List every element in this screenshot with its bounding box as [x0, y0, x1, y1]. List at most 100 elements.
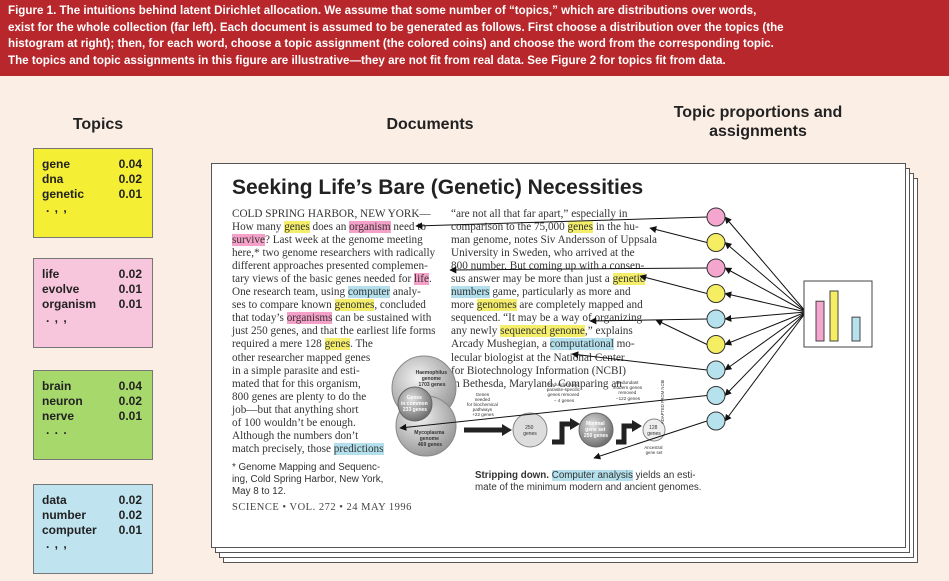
topic-ellipsis: . , ,	[46, 537, 68, 551]
histogram-to-coin-arrow	[724, 216, 807, 313]
histogram-bar-blue	[851, 316, 861, 342]
text-run: game, particularly as more and	[489, 286, 631, 299]
g128-label-1: genes	[647, 431, 661, 437]
redundant2-label-3: −122 genes	[616, 396, 641, 401]
text-run: does an	[309, 221, 350, 234]
topic-assignment-coin	[706, 258, 726, 278]
histogram-to-coin-arrow	[724, 311, 807, 346]
highlighted-word: genomes	[476, 299, 517, 312]
text-run: COLD SPRING HARBOR, NEW YORK—	[232, 208, 431, 220]
topic-word-probability: 0.01	[118, 282, 142, 296]
needed-label-3: pathways	[473, 407, 493, 412]
histogram-to-coin-arrow	[724, 311, 807, 322]
text-run: in the hu-	[593, 221, 639, 234]
highlighted-word: numbers	[451, 286, 490, 299]
ancestral-label-0: Ancestral	[644, 445, 662, 450]
coin-to-word-arrow	[399, 395, 708, 431]
step-arrow-2	[616, 423, 634, 445]
topic-word-probability: 0.02	[118, 493, 142, 507]
topic-word: life	[42, 267, 60, 281]
document-right-column: “are not all that far apart,” especially…	[451, 208, 657, 391]
document-line: that today’s organisms can be sustained …	[232, 312, 436, 325]
highlighted-word: genes	[324, 338, 351, 351]
redundant2-label-0: Redundant	[616, 380, 639, 385]
text-run: match precisely, those	[232, 442, 334, 455]
text-run: Although the numbers don’t	[232, 429, 359, 442]
topic-word: neuron	[42, 394, 83, 408]
document-line: mated that for this organism,	[232, 378, 436, 391]
document-line: 800 genes are plenty to do the	[232, 391, 436, 404]
sphere-250	[512, 412, 548, 448]
topic-word: computer	[42, 523, 97, 537]
text-run: in Bethesda, Maryland. Comparing an	[451, 377, 622, 390]
histogram-to-coin-arrow	[724, 311, 807, 422]
highlighted-word: genetic	[612, 273, 645, 286]
step-arrowhead-1	[570, 418, 580, 430]
redundant-label-1: parasite-specific	[547, 387, 581, 392]
highlighted-word: survive	[232, 234, 265, 247]
minimal-label-2: 250 genes	[584, 433, 608, 439]
haemophilus-label-0: Haemophilus	[416, 370, 448, 376]
document-line: Although the numbers don’t	[232, 430, 436, 443]
histogram-to-coin-arrow	[724, 291, 807, 313]
text-run: ? Last week at the genome meeting	[264, 234, 423, 247]
coin-to-word-arrow	[649, 226, 708, 243]
text-run: lecular biologist at the National Center	[451, 351, 625, 364]
text-run: any newly	[451, 325, 501, 338]
footnote-line: May 8 to 12.	[232, 485, 286, 497]
document-line: job—but that anything short	[232, 404, 436, 417]
topic-word: organism	[42, 297, 97, 311]
topic-assignment-coin	[706, 335, 726, 354]
histogram-to-coin-arrow	[724, 311, 807, 371]
document-line: “are not all that far apart,” especially…	[451, 208, 657, 221]
svg-text:Minimal gene set 2: Minimal gene set 250 genes	[584, 421, 608, 439]
text-run: “are not all that far apart,” especially…	[451, 208, 628, 220]
text-run: more	[451, 299, 477, 312]
figure-caption-rest: yields an esti-	[632, 470, 696, 481]
document-line: ses to compare known genomes, concluded	[232, 299, 436, 312]
coin-to-word-arrow	[571, 351, 708, 371]
document-line: in a simple parasite and esti-	[232, 365, 436, 378]
mycoplasma-label-0: Mycoplasma	[414, 430, 444, 436]
redundant2-label-2: removed	[618, 390, 636, 395]
text-run: 800 genes are plenty to do the	[232, 390, 367, 403]
redundant-label-2: genes removed	[548, 392, 580, 397]
figure-caption: Figure 1. The intuitions behind latent D…	[0, 0, 949, 76]
figure-caption-bold: Stripping down.	[475, 470, 550, 481]
topic-word-probability: 0.01	[118, 187, 142, 201]
svg-text:Genes in common 23: Genes in common 233 genes	[401, 395, 429, 413]
document-line: for Biotechnology Information (NCBI)	[451, 365, 657, 378]
text-run: different approaches presented complemen…	[232, 260, 428, 273]
common-label-1: in common	[401, 401, 428, 407]
highlighted-word: computational	[549, 338, 614, 351]
coin-to-word-arrow	[415, 216, 708, 230]
topic-word-probability: 0.01	[118, 297, 142, 311]
text-run: required a mere 128	[232, 338, 325, 351]
topic-word-probability: 0.02	[118, 394, 142, 408]
histogram-to-coin-arrow	[724, 242, 807, 313]
document-line: any newly sequenced genome,” explains	[451, 325, 657, 338]
text-run: job—but that anything short	[232, 403, 359, 416]
adapted-label: ADAPTED FROM NCBI	[660, 380, 665, 424]
proportions-heading-line: assignments	[709, 123, 807, 140]
proportions-heading-line: Topic proportions and	[673, 104, 843, 121]
text-run: in a simple parasite and esti-	[232, 364, 360, 377]
caption-line: exist for the whole collection (far left…	[8, 20, 784, 34]
topic-word: data	[42, 493, 67, 507]
document-line: just 250 genes, and that the earliest li…	[232, 325, 436, 338]
topic-word: gene	[42, 157, 71, 171]
document-line: COLD SPRING HARBOR, NEW YORK—	[232, 208, 436, 221]
topic-assignment-coin	[706, 309, 726, 329]
needed-label-4: +22 genes	[472, 412, 494, 417]
document-line: here,* two genome researchers with radic…	[232, 247, 436, 260]
highlighted-word: life	[414, 273, 429, 286]
mycoplasma-label-1: genome	[420, 436, 439, 442]
g128-label-0: 128	[649, 425, 658, 431]
document-line: different approaches presented complemen…	[232, 260, 436, 273]
topic-card: brain 0.04 neuron 0.02 nerve 0.01 . . .	[33, 370, 153, 460]
g250-label-0: 250	[525, 425, 534, 431]
topic-word: genetic	[42, 187, 85, 201]
svg-text:Haemophilus genome: Haemophilus genome 1703 genes	[416, 370, 449, 388]
text-run: here,* two genome researchers with radic…	[232, 247, 436, 260]
svg-text:250 genes: 250 genes	[523, 425, 537, 437]
